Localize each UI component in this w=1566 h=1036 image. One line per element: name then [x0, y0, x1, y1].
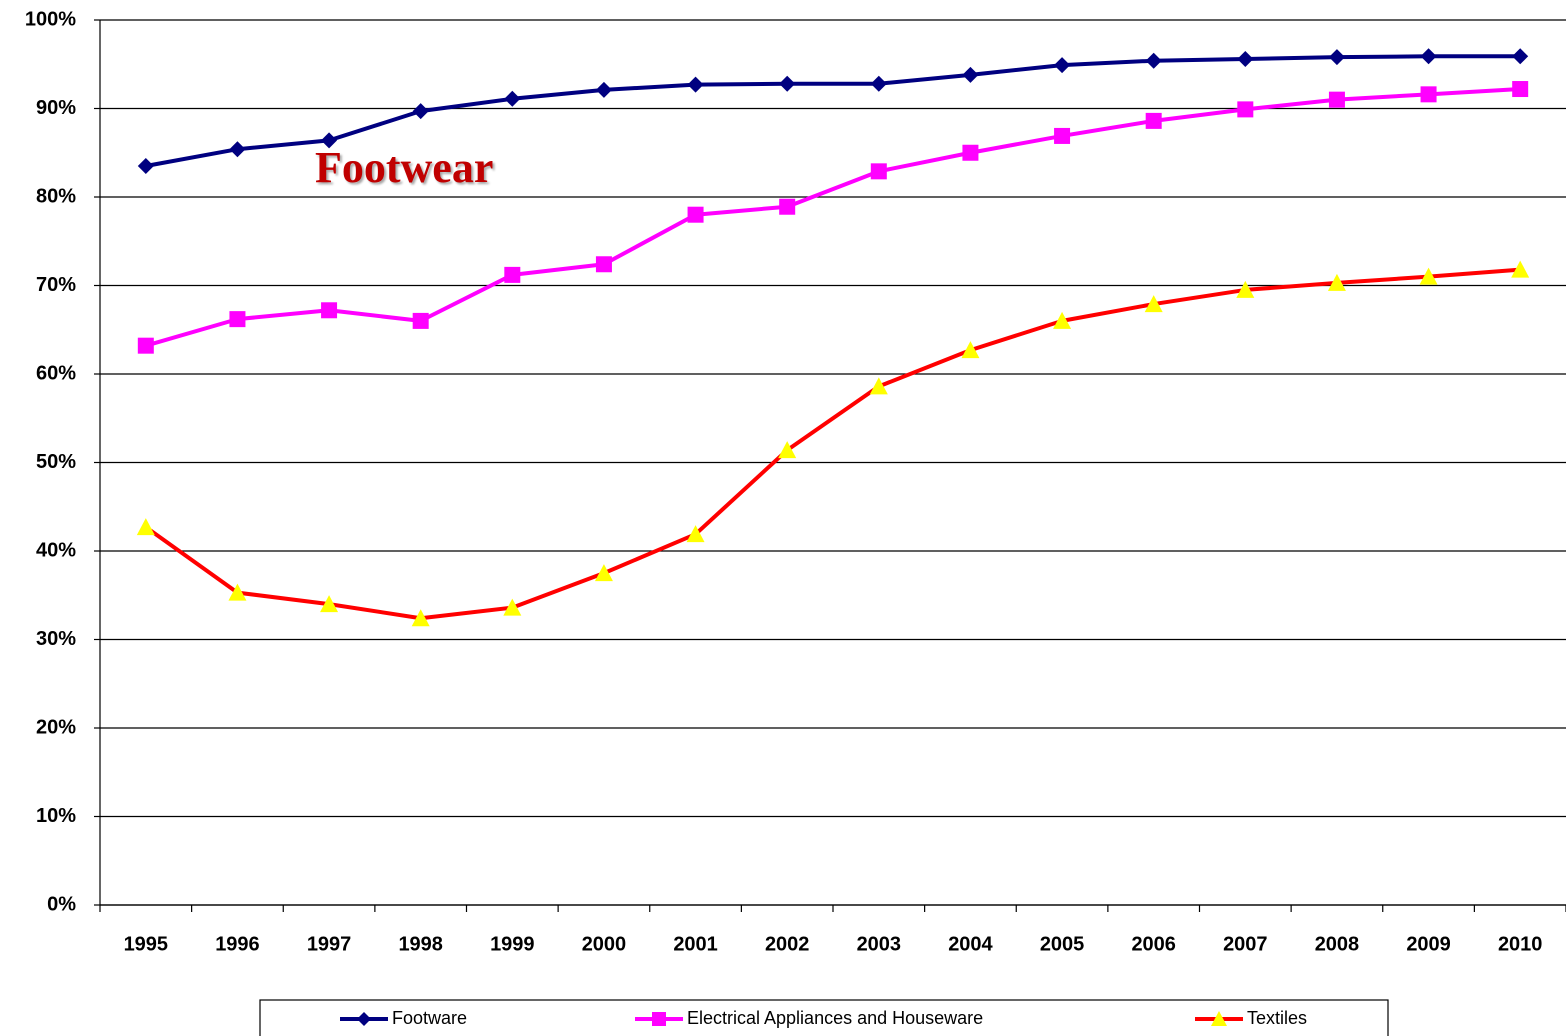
- marker: [870, 163, 887, 180]
- marker: [1328, 91, 1345, 108]
- series-line: [144, 267, 1521, 621]
- x-tick-label: 2009: [1406, 933, 1451, 955]
- marker: [1328, 49, 1345, 66]
- x-tick-label: 2005: [1040, 933, 1085, 955]
- x-tick-label: 2002: [765, 933, 810, 955]
- marker: [962, 144, 979, 161]
- x-tick-label: 1995: [124, 933, 169, 955]
- marker: [869, 377, 888, 395]
- marker: [1420, 48, 1437, 65]
- marker: [504, 266, 521, 283]
- marker: [1053, 311, 1072, 329]
- marker: [321, 132, 338, 149]
- y-tick-label: 20%: [36, 716, 76, 738]
- marker: [595, 256, 612, 273]
- annotation: Footwear: [315, 143, 493, 192]
- x-tick-label: 2001: [673, 933, 718, 955]
- marker: [1145, 112, 1162, 129]
- marker: [1237, 50, 1254, 67]
- marker: [687, 206, 704, 223]
- marker: [357, 1012, 371, 1026]
- marker: [136, 518, 155, 536]
- legend-label: Electrical Appliances and Houseware: [687, 1008, 983, 1028]
- marker: [687, 76, 704, 93]
- marker: [412, 103, 429, 120]
- marker: [503, 598, 522, 616]
- marker: [1054, 127, 1071, 144]
- x-tick-label: 2010: [1498, 933, 1543, 955]
- x-tick-label: 2006: [1131, 933, 1176, 955]
- marker: [137, 337, 154, 354]
- x-tick-label: 2007: [1223, 933, 1268, 955]
- marker: [1145, 52, 1162, 69]
- marker: [412, 312, 429, 329]
- marker: [779, 75, 796, 92]
- marker: [1419, 267, 1438, 285]
- y-tick-label: 60%: [36, 362, 76, 384]
- y-tick-label: 30%: [36, 628, 76, 650]
- marker: [1511, 260, 1530, 278]
- y-tick-label: 10%: [36, 805, 76, 827]
- marker: [229, 141, 246, 158]
- x-tick-label: 2004: [948, 933, 993, 955]
- marker: [1512, 48, 1529, 65]
- marker: [1144, 295, 1163, 313]
- y-tick-label: 70%: [36, 274, 76, 296]
- x-tick-label: 1998: [398, 933, 443, 955]
- y-tick-label: 50%: [36, 451, 76, 473]
- marker: [1236, 280, 1255, 298]
- y-tick-label: 90%: [36, 97, 76, 119]
- marker: [1237, 101, 1254, 118]
- marker: [595, 81, 612, 98]
- legend-label: Textiles: [1247, 1008, 1307, 1028]
- marker: [686, 525, 705, 543]
- x-tick-label: 2003: [857, 933, 902, 955]
- marker: [779, 198, 796, 215]
- marker: [652, 1012, 666, 1026]
- marker: [229, 311, 246, 328]
- marker: [321, 302, 338, 319]
- marker: [228, 583, 247, 601]
- marker: [1327, 273, 1346, 291]
- marker: [961, 341, 980, 359]
- y-tick-label: 80%: [36, 185, 76, 207]
- marker: [778, 441, 797, 459]
- marker: [870, 75, 887, 92]
- series-line: [145, 87, 1521, 348]
- x-tick-label: 1996: [215, 933, 260, 955]
- x-tick-label: 2008: [1315, 933, 1360, 955]
- marker: [1420, 86, 1437, 103]
- marker: [1211, 1011, 1227, 1026]
- legend-label: Footware: [392, 1008, 467, 1028]
- marker: [1512, 81, 1529, 98]
- y-tick-label: 40%: [36, 539, 76, 561]
- marker: [411, 609, 430, 627]
- marker: [594, 564, 613, 582]
- marker: [504, 90, 521, 107]
- series-line: [145, 54, 1521, 168]
- marker: [320, 595, 339, 613]
- marker: [962, 66, 979, 83]
- x-tick-label: 1997: [307, 933, 352, 955]
- marker: [1054, 57, 1071, 74]
- y-tick-label: 0%: [47, 893, 76, 915]
- y-tick-label: 100%: [25, 8, 76, 30]
- x-tick-label: 2000: [582, 933, 627, 955]
- x-tick-label: 1999: [490, 933, 535, 955]
- marker: [137, 158, 154, 175]
